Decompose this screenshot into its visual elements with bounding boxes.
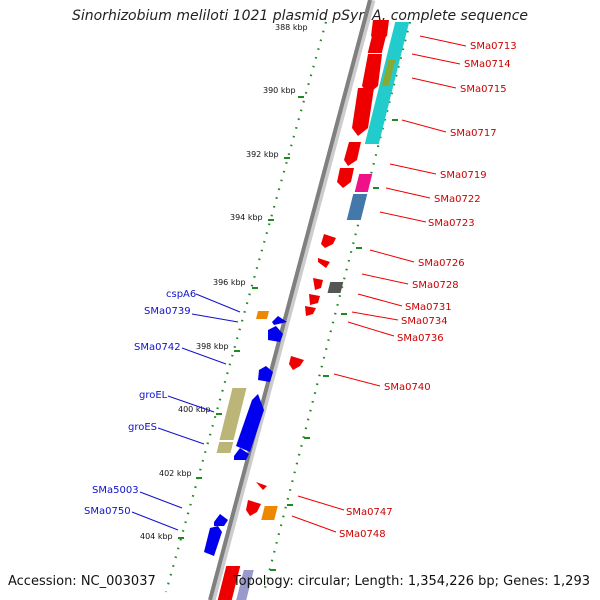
label-leader [401,119,447,133]
scale-label: 392 kbp [246,150,279,159]
label-leader [411,77,457,89]
feature-block[interactable] [219,388,247,440]
gene-label[interactable]: groEL [139,390,168,401]
label-leader [379,211,427,223]
gene-label[interactable]: SMa0747 [346,507,393,518]
scale-label: 390 kbp [263,86,296,95]
gene-block[interactable] [217,566,241,600]
label-leader [191,313,239,323]
scale-ticks [178,96,398,571]
scale-label: 398 kbp [196,342,229,351]
plasmid-backbone [208,0,372,600]
gene-arrow[interactable] [256,482,267,490]
gene-arrow[interactable] [258,366,273,382]
scale-label: 400 kbp [178,405,211,414]
feature-block[interactable] [216,442,234,453]
gene-label[interactable]: SMa0736 [397,333,444,344]
right-gene-text: SMa0713 SMa0714 SMa0715 SMa0717 SMa0719 … [339,41,517,540]
gene-arrow[interactable] [268,326,283,342]
gene-label[interactable]: SMa0731 [405,302,452,313]
label-leader [181,347,227,365]
left-gene-labels [131,293,241,531]
label-leader [385,187,431,199]
gene-arrow[interactable] [236,394,264,452]
gene-arrow[interactable] [321,234,336,248]
gene-label[interactable]: SMa0734 [401,316,448,327]
gene-label[interactable]: SMa0715 [460,84,507,95]
scale-labels: 388 kbp 390 kbp 392 kbp 394 kbp 396 kbp … [140,23,308,541]
gene-block[interactable] [367,36,386,53]
gene-label[interactable]: SMa0714 [464,59,511,70]
gene-arrow[interactable] [344,142,361,166]
gene-arrow[interactable] [305,306,316,316]
gene-label[interactable]: SMa0740 [384,382,431,393]
label-leader [139,491,183,509]
gene-arrow[interactable] [214,514,228,526]
gene-label[interactable]: SMa0739 [144,306,191,317]
left-gene-text: cspA6 SMa0739 SMa0742 groEL groES SMa500… [84,289,196,517]
gene-arrow[interactable] [318,258,330,268]
scale-label: 402 kbp [159,469,192,478]
gene-label[interactable]: SMa0726 [418,258,465,269]
right-gene-labels [291,35,467,533]
feature-block[interactable] [236,570,254,600]
gene-label[interactable]: SMa0713 [470,41,517,52]
label-leader [291,515,337,533]
feature-block[interactable] [256,311,269,319]
feature-block[interactable] [261,506,278,520]
label-leader [411,53,461,65]
gene-label[interactable]: SMa0717 [450,128,497,139]
gene-arrow[interactable] [309,294,320,305]
feature-block[interactable] [346,194,368,220]
gene-arrow[interactable] [289,356,304,370]
scale-label: 394 kbp [230,213,263,222]
label-leader [297,495,345,511]
label-leader [357,293,403,307]
label-leader [419,35,467,47]
gene-arrow[interactable] [246,500,261,516]
gene-arrow[interactable] [272,316,287,325]
label-leader [361,273,409,285]
label-leader [389,163,437,175]
label-leader [167,395,215,413]
gene-label[interactable]: SMa0728 [412,280,459,291]
scale-label: 404 kbp [140,532,173,541]
right-features [217,20,410,600]
scale-label: 388 kbp [275,23,308,32]
feature-block[interactable] [381,60,396,86]
gene-label[interactable]: SMa0742 [134,342,181,353]
scale-label: 396 kbp [213,278,246,287]
gene-arrow[interactable] [313,278,323,290]
label-leader [333,373,381,387]
gene-label[interactable]: SMa0750 [84,506,131,517]
gene-arrow[interactable] [362,54,382,94]
gene-label[interactable]: SMa0723 [428,218,475,229]
gene-arrow[interactable] [337,168,354,188]
gene-label[interactable]: SMa0719 [440,170,487,181]
feature-block[interactable] [354,174,373,192]
map-title: Sinorhizobium meliloti 1021 plasmid pSym… [71,8,529,24]
gene-arrow[interactable] [352,88,374,136]
gene-label[interactable]: SMa0722 [434,194,481,205]
feature-block[interactable] [327,282,344,293]
label-leader [369,249,415,263]
label-leader [347,321,395,337]
gene-arrow[interactable] [204,526,222,556]
left-features [204,311,287,556]
gene-arrow[interactable] [234,448,249,460]
gene-label[interactable]: SMa0748 [339,529,386,540]
label-leader [195,293,241,313]
label-leader [351,311,399,321]
topology-summary: Topology: circular; Length: 1,354,226 bp… [232,574,590,589]
label-leader [157,427,205,445]
label-leader [131,511,179,531]
gene-label[interactable]: cspA6 [166,289,196,300]
gene-label[interactable]: SMa5003 [92,485,139,496]
gene-label[interactable]: groES [128,422,157,433]
accession-text: Accession: NC_003037 [8,574,156,589]
